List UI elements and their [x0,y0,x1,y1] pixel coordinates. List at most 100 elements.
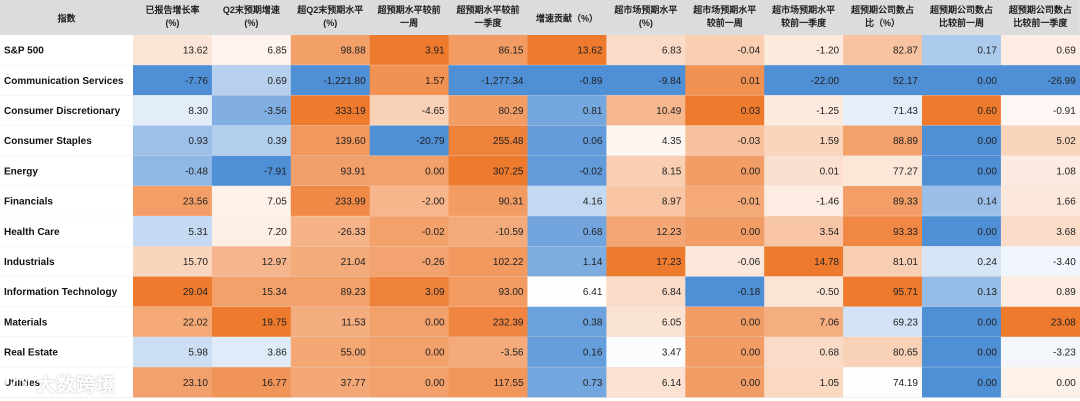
cell-value: 15.34 [262,287,287,298]
heatmap-cell [290,367,371,398]
cell-value: -3.56 [264,106,287,117]
cell-value: -2.00 [422,197,445,208]
cell-value: 37.77 [341,378,366,389]
cell-value: 3.86 [267,348,287,359]
heatmap-cell [527,306,607,338]
cell-value: -3.56 [501,348,524,359]
cell-value: -0.01 [737,197,760,208]
cell-value: 1.57 [425,76,445,87]
row-label-cell [0,246,133,277]
column-header: 超预期水平较前一季度 [456,4,520,28]
heatmap-cell [843,35,923,66]
cell-value: 23.56 [183,197,208,208]
heatmap-cell [290,155,371,187]
cell-value: -1.20 [816,46,839,57]
cell-value: 0.01 [741,76,761,87]
heatmap-cell [1000,155,1080,187]
heatmap-cell [764,186,844,217]
heatmap-cell [764,216,844,247]
row-label: Financials [4,197,53,208]
heatmap-cell [685,155,765,187]
heatmap-cell [448,125,528,157]
heatmap-cell [369,125,450,157]
cell-value: 0.03 [741,106,761,117]
heatmap-cell [685,337,765,368]
heatmap-cell [764,95,844,127]
cell-value: 5.02 [1056,136,1076,147]
heatmap-cell [448,276,528,308]
heatmap-cell [290,35,371,66]
row-label: Consumer Discretionary [4,106,121,117]
heatmap-cell [527,65,607,96]
cell-value: 17.23 [656,257,681,268]
watermark-text: 大数跨境 [36,373,117,396]
heatmap-cell [764,65,844,96]
cell-value: -3.40 [1053,257,1076,268]
cell-value: -1.25 [816,106,839,117]
heatmap-cell [527,125,607,157]
cell-value: 4.16 [583,197,603,208]
heatmap-cell [843,125,923,157]
heatmap-cell [843,246,923,278]
heatmap-cell [606,367,686,398]
cell-value: 0.69 [267,76,287,87]
column-header: 超预期公司数占比较前一季度 [1008,4,1072,28]
cell-value: 0.00 [741,348,761,359]
heatmap-cell [922,276,1002,308]
row-label-cell [0,276,133,307]
cell-value: 0.00 [977,317,997,328]
heatmap-cell [211,35,292,66]
heatmap-cell [1000,95,1080,127]
heatmap-cell [1000,35,1080,66]
cell-value: -0.02 [422,227,445,238]
cell-value: 90.31 [498,197,523,208]
cell-value: 3.54 [820,227,840,238]
heatmap-cell [527,155,607,187]
cell-value: 3.91 [425,46,445,57]
cell-value: 102.22 [493,257,524,268]
cell-value: 6.83 [662,46,682,57]
cell-value: 1.59 [820,136,840,147]
heatmap-cell [290,65,371,96]
watermark-logo-icon [4,370,30,396]
cell-value: 0.68 [820,348,840,359]
cell-value: 74.19 [893,378,918,389]
heatmap-cell [1000,216,1080,247]
heatmap-cell [1000,306,1080,338]
cell-value: 23.08 [1051,317,1076,328]
column-header: 超市场预期水平(%) [613,4,677,28]
heatmap-cell [685,276,765,308]
row-label: Health Care [4,227,60,238]
cell-value: -0.04 [737,46,760,57]
cell-value: 81.01 [893,257,918,268]
cell-value: 93.91 [341,166,366,177]
heatmap-cell [448,306,528,338]
cell-value: 80.29 [498,106,523,117]
row-label: Energy [4,166,38,177]
heatmap-cell [685,306,765,338]
cell-value: 117.55 [494,378,524,389]
heatmap-cell [843,306,923,338]
heatmap-cell [448,337,528,368]
heatmap-cell [290,95,371,127]
cell-value: 0.93 [188,136,208,147]
heatmap-cell [606,95,686,127]
cell-value: 0.06 [583,136,603,147]
heatmap-cell [764,337,844,368]
heatmap-cell [290,276,371,308]
row-label: S&P 500 [4,46,44,57]
cell-value: 5.98 [188,348,208,359]
cell-value: 307.25 [493,166,524,177]
heatmap-cell [369,367,450,398]
cell-value: 10.49 [656,106,681,117]
cell-value: 55.00 [341,348,366,359]
heatmap-cell [290,125,371,157]
cell-value: 333.19 [335,106,366,117]
cell-value: -0.50 [816,287,839,298]
row-label-cell [0,155,133,186]
row-label: Materials [4,317,48,328]
cell-value: -22.00 [811,76,840,87]
heatmap-cell [685,125,765,157]
heatmap-cell [843,276,923,308]
heatmap-cell [922,367,1002,398]
